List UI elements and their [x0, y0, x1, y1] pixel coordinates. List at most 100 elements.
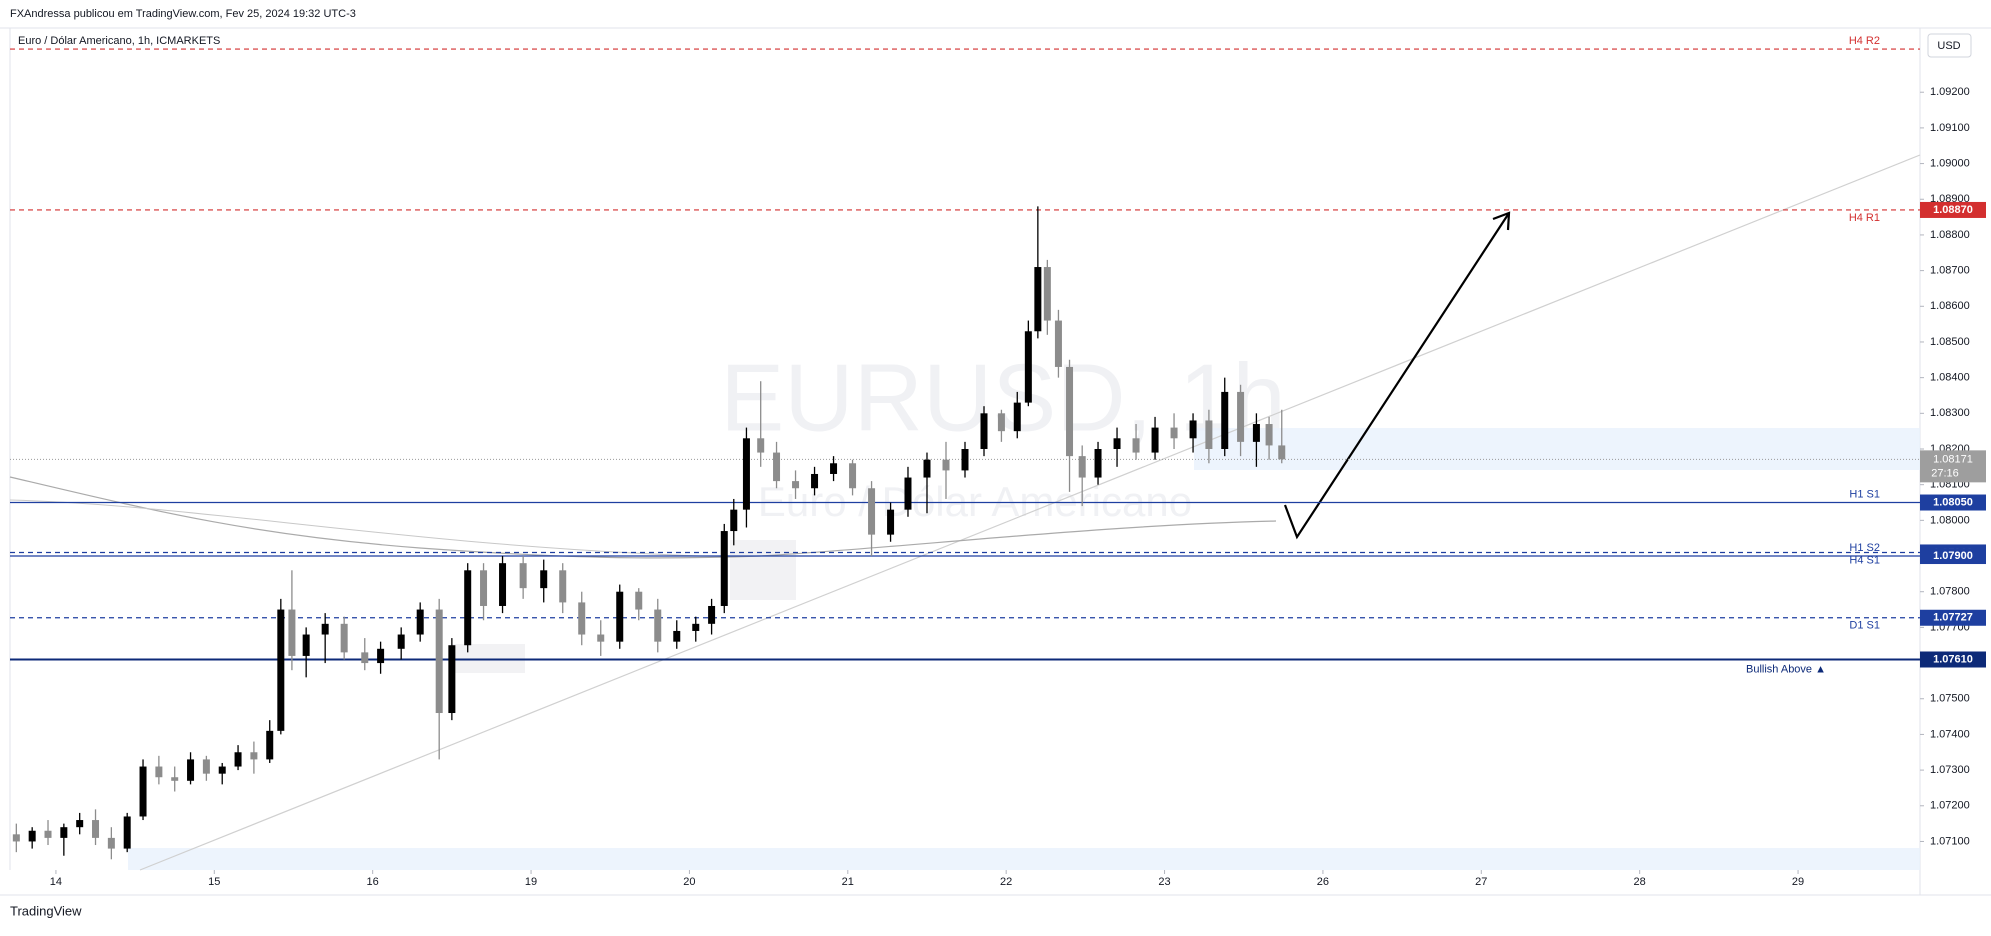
projection-arrow [1283, 212, 1510, 540]
y-tick-label: 1.08400 [1930, 372, 1970, 384]
gap-zone [730, 540, 796, 600]
last-price-label: 1.08171 [1933, 453, 1973, 465]
currency[interactable]: USD [1937, 40, 1960, 52]
candle-body [720, 531, 728, 606]
candle-body [12, 834, 20, 842]
y-tick-label: 1.08600 [1930, 300, 1970, 312]
moving-average [9, 499, 701, 557]
price-flag-label: 1.08870 [1933, 204, 1973, 216]
level-name: Bullish Above ▲ [1746, 663, 1826, 675]
brand: TradingView [10, 903, 82, 918]
price-flag-label: 1.07727 [1933, 612, 1973, 624]
candle-body [266, 730, 274, 760]
candle-body [92, 820, 100, 838]
candle-body [742, 438, 750, 510]
candle-body [302, 634, 310, 656]
candle-body [708, 605, 716, 624]
last-price-flag [1920, 450, 1986, 483]
candle-body [1078, 456, 1086, 478]
candle-body [1043, 267, 1051, 321]
candle-body [519, 563, 527, 589]
candle-body [1265, 424, 1273, 446]
candle-body [1034, 267, 1042, 332]
candle-body [849, 463, 857, 489]
y-tick-label: 1.09000 [1930, 157, 1970, 169]
candle-body [1132, 438, 1140, 453]
candle-body [187, 759, 195, 781]
x-tick-label: 14 [50, 876, 62, 888]
candle-body [435, 609, 443, 714]
moving-average [9, 476, 1277, 559]
candle-body [1066, 366, 1074, 457]
x-tick-label: 23 [1158, 876, 1170, 888]
level-name: H4 R2 [1849, 35, 1880, 47]
candle-body [1094, 449, 1102, 478]
candle-body [28, 830, 36, 842]
x-tick-label: 27 [1475, 876, 1487, 888]
currency-box[interactable] [1927, 33, 1972, 58]
level-name: D1 S1 [1849, 620, 1880, 632]
trendline [139, 154, 1921, 871]
candle-body [480, 570, 488, 606]
level-name: H4 S1 [1849, 554, 1880, 566]
arrowhead [1492, 211, 1511, 231]
x-tick-label: 15 [208, 876, 220, 888]
candle-body [107, 837, 115, 849]
y-tick-label: 1.08000 [1930, 514, 1970, 526]
candle-body [904, 477, 912, 510]
candle-body [616, 591, 624, 642]
y-tick-label: 1.08300 [1930, 407, 1970, 419]
candle-body [377, 648, 385, 664]
candle-body [773, 452, 781, 482]
candle-body [811, 473, 819, 489]
y-tick-label: 1.07200 [1930, 800, 1970, 812]
x-tick-label: 19 [525, 876, 537, 888]
candle-body [250, 752, 258, 760]
symbol-title: Euro / Dólar Americano, 1h, ICMARKETS [18, 35, 220, 47]
y-tick-label: 1.07400 [1930, 728, 1970, 740]
candle-body [1237, 391, 1245, 442]
candle-body [1205, 420, 1213, 449]
candle-body [76, 820, 84, 828]
candle-body [1170, 427, 1178, 439]
candle-body [171, 777, 179, 781]
candle-body [1024, 331, 1032, 403]
y-tick-label: 1.08700 [1930, 265, 1970, 277]
level-name: H4 R1 [1849, 212, 1880, 224]
candle-body [218, 766, 226, 774]
price-flag [1920, 201, 1986, 218]
candle-body [673, 630, 681, 642]
lower-zone [128, 848, 1920, 870]
candle-body [1252, 424, 1260, 442]
watermark-subtitle: Euro / Dólar Americano [758, 478, 1192, 525]
candle-body [234, 752, 242, 767]
candle-body [321, 623, 329, 635]
candle-body [692, 623, 700, 631]
candle-body [757, 438, 765, 453]
y-tick-label: 1.07300 [1930, 764, 1970, 776]
candle-body [654, 609, 662, 642]
candle-body [730, 509, 738, 532]
x-tick-label: 29 [1792, 876, 1804, 888]
price-flag [1920, 651, 1986, 668]
y-tick-label: 1.09100 [1930, 122, 1970, 134]
y-tick-label: 1.08800 [1930, 229, 1970, 241]
candle-body [499, 563, 507, 606]
candle-body [277, 609, 285, 731]
price-flag-label: 1.07610 [1933, 653, 1973, 665]
candle-body [44, 830, 52, 838]
attribution: FXAndressa publicou em TradingView.com, … [10, 8, 356, 20]
x-tick-label: 28 [1634, 876, 1646, 888]
x-tick-label: 21 [842, 876, 854, 888]
candle-body [1278, 445, 1286, 460]
y-tick-label: 1.08500 [1930, 336, 1970, 348]
candle-body [635, 591, 643, 610]
candle-body [830, 463, 838, 474]
candle-body [923, 459, 931, 478]
candle-body [578, 602, 586, 635]
candle-body [1189, 420, 1197, 439]
y-tick-label: 1.07500 [1930, 693, 1970, 705]
candle-body [416, 609, 424, 635]
candle-body [340, 623, 348, 653]
